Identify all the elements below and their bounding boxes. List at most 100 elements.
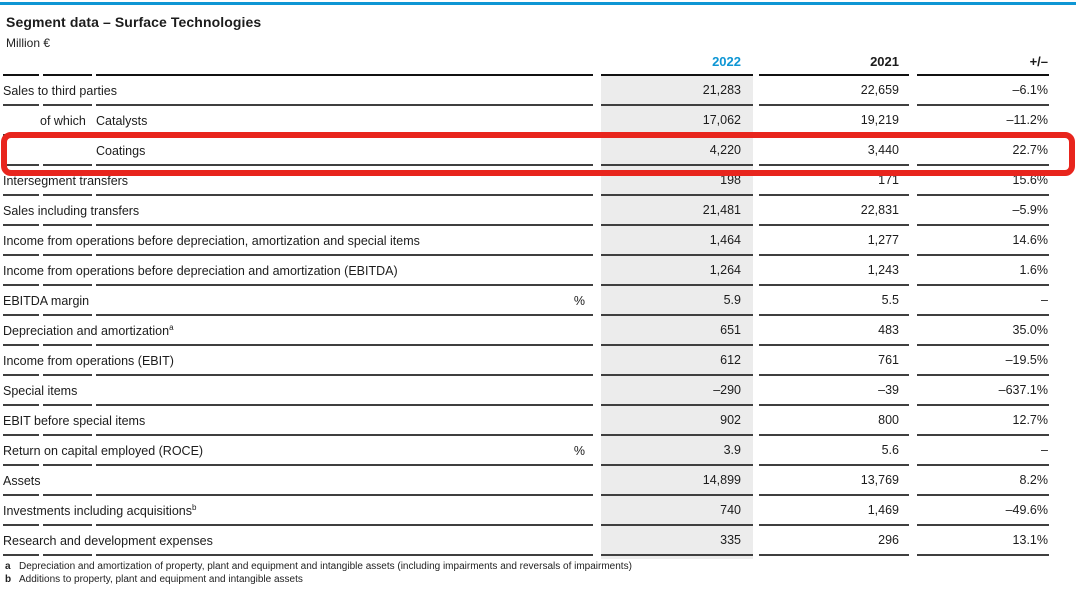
table-row: Investments including acquisitionsb 740 1,… <box>3 496 1049 526</box>
value-2022: 1,464 <box>601 226 753 256</box>
row-label: Catalysts <box>96 114 148 128</box>
column-gap <box>593 466 601 496</box>
column-gap <box>593 286 601 316</box>
column-gap <box>909 526 917 556</box>
value-2022: 21,481 <box>601 196 753 226</box>
value-2022: 902 <box>601 406 753 436</box>
value-2021: 1,469 <box>759 496 909 526</box>
row-label-cell: EBITDA margin% <box>3 286 593 316</box>
row-label-cell: Return on capital employed (ROCE)% <box>3 436 593 466</box>
table-row: Depreciation and amortizationa 651 483 35.0… <box>3 316 1049 346</box>
row-label: Sales to third parties <box>3 84 117 98</box>
value-change: 12.7% <box>917 406 1049 436</box>
column-gap <box>593 316 601 346</box>
value-change: 8.2% <box>917 466 1049 496</box>
row-label: Special items <box>3 384 78 398</box>
row-label: Intersegment transfers <box>3 174 129 188</box>
value-change: – <box>917 436 1049 466</box>
value-2022: 1,264 <box>601 256 753 286</box>
footnote-marker: a <box>5 561 11 572</box>
value-2022: –290 <box>601 376 753 406</box>
row-label: Investments including acquisitionsb <box>3 502 197 518</box>
column-2022-shading <box>601 76 753 559</box>
value-2021: 22,659 <box>759 76 909 106</box>
column-gap <box>593 196 601 226</box>
top-accent-rule <box>0 2 1076 5</box>
value-2022: 21,283 <box>601 76 753 106</box>
value-2021: 22,831 <box>759 196 909 226</box>
column-gap <box>593 346 601 376</box>
row-label-cell: EBIT before special items <box>3 406 593 436</box>
row-unit: % <box>573 294 585 308</box>
row-label: EBITDA margin <box>3 294 90 308</box>
column-gap <box>909 346 917 376</box>
table-row: Return on capital employed (ROCE)% 3.9 5.6… <box>3 436 1049 466</box>
table-row: Assets 14,899 13,769 8.2% <box>3 466 1049 496</box>
value-2021: 5.5 <box>759 286 909 316</box>
value-change: –637.1% <box>917 376 1049 406</box>
value-2022: 14,899 <box>601 466 753 496</box>
column-gap <box>909 316 917 346</box>
row-label: Return on capital employed (ROCE) <box>3 444 204 458</box>
column-gap <box>593 436 601 466</box>
value-2021: 13,769 <box>759 466 909 496</box>
column-gap <box>909 496 917 526</box>
value-2021: 1,243 <box>759 256 909 286</box>
table-row-highlighted: Coatings 4,220 3,440 22.7% <box>3 136 1049 166</box>
footnote-text: Additions to property, plant and equipme… <box>19 574 303 585</box>
value-2022: 335 <box>601 526 753 556</box>
column-header-change: +/– <box>917 52 1049 76</box>
column-gap <box>909 196 917 226</box>
table-row: Income from operations (EBIT) 612 761 –19.5… <box>3 346 1049 376</box>
page-title: Segment data – Surface Technologies <box>6 14 262 30</box>
table-row: Sales to third parties 21,283 22,659 –6.1% <box>3 76 1049 106</box>
footnote-marker: b <box>5 574 12 585</box>
table-row: Income from operations before depreciati… <box>3 256 1049 286</box>
column-gap <box>909 406 917 436</box>
value-2021: –39 <box>759 376 909 406</box>
value-2021: 296 <box>759 526 909 556</box>
value-2021: 3,440 <box>759 136 909 166</box>
row-label-cell: Income from operations before depreciati… <box>3 226 593 256</box>
column-gap <box>593 406 601 436</box>
value-2022: 651 <box>601 316 753 346</box>
row-label-cell: Income from operations (EBIT) <box>3 346 593 376</box>
row-unit: % <box>573 444 585 458</box>
row-label: Income from operations (EBIT) <box>3 354 174 368</box>
column-gap <box>593 76 601 106</box>
value-2021: 1,277 <box>759 226 909 256</box>
value-2022: 5.9 <box>601 286 753 316</box>
row-label: Income from operations before depreciati… <box>3 264 398 278</box>
row-label-cell: Sales including transfers <box>3 196 593 226</box>
column-header-2021: 2021 <box>759 52 909 76</box>
column-gap <box>593 256 601 286</box>
row-label-cell: Depreciation and amortizationa <box>3 316 593 346</box>
value-2022: 740 <box>601 496 753 526</box>
row-label-cell: Special items <box>3 376 593 406</box>
row-label-cell: Assets <box>3 466 593 496</box>
value-2021: 5.6 <box>759 436 909 466</box>
footnote-reference: b <box>192 502 197 512</box>
red-highlight-box <box>1 132 1075 176</box>
value-change: –49.6% <box>917 496 1049 526</box>
value-change: 13.1% <box>917 526 1049 556</box>
value-change: 22.7% <box>917 136 1049 166</box>
row-label-cell: Research and development expenses <box>3 526 593 556</box>
row-label: Assets <box>3 474 41 488</box>
footnote-a: a Depreciation and amortization of prope… <box>5 560 632 573</box>
footnote-b: b Additions to property, plant and equip… <box>5 573 632 586</box>
value-change: 14.6% <box>917 226 1049 256</box>
segment-data-table: 2022 2021 +/– Sales to third parties 21,2… <box>3 52 1049 559</box>
unit-label: Million € <box>6 36 51 50</box>
table-row: Special items –290 –39 –637.1% <box>3 376 1049 406</box>
value-change: 35.0% <box>917 316 1049 346</box>
value-change: –19.5% <box>917 346 1049 376</box>
table-row: of which Catalysts 17,062 19,219 –11.2% <box>3 106 1049 136</box>
value-change: –5.9% <box>917 196 1049 226</box>
column-gap <box>593 526 601 556</box>
row-label-cell: of which Catalysts <box>3 106 593 136</box>
column-gap <box>909 256 917 286</box>
value-change: –6.1% <box>917 76 1049 106</box>
table-row: Sales including transfers 21,481 22,831 –5.… <box>3 196 1049 226</box>
